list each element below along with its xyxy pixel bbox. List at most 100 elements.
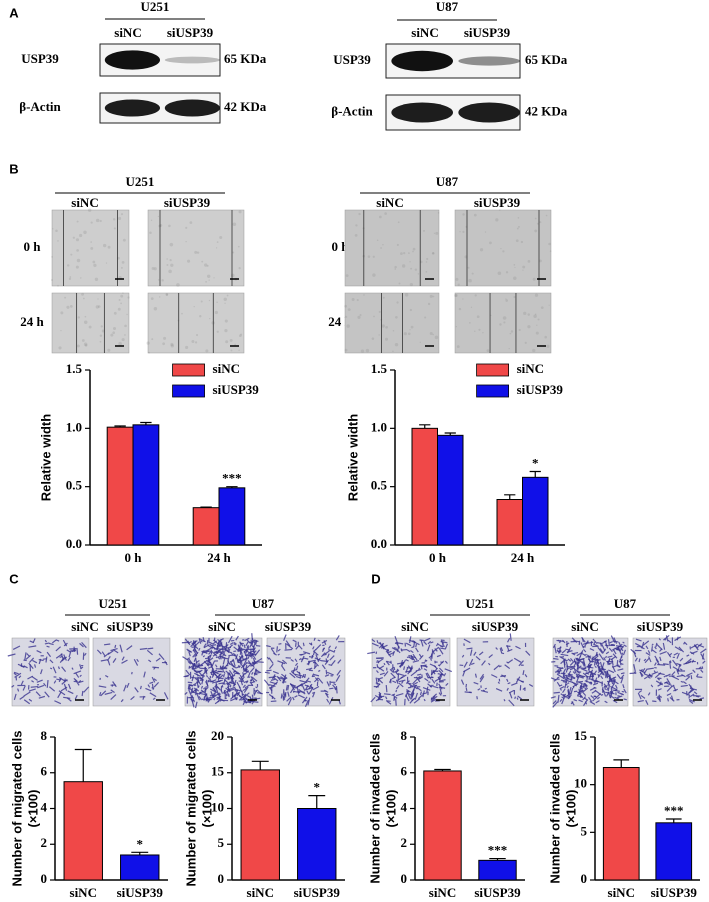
cell — [106, 656, 111, 662]
texture — [224, 319, 228, 323]
cell — [651, 643, 654, 646]
cell — [201, 651, 204, 656]
cell — [212, 692, 220, 698]
cell — [418, 653, 422, 658]
cell — [251, 652, 253, 659]
cell — [576, 692, 582, 696]
cell — [566, 685, 569, 689]
cell — [219, 638, 224, 641]
cell — [491, 674, 498, 679]
texture — [384, 212, 387, 215]
cell — [622, 649, 627, 656]
cell — [583, 666, 587, 670]
cell — [235, 665, 241, 669]
cell — [567, 682, 570, 685]
error-bar — [419, 424, 431, 429]
texture — [214, 310, 218, 315]
texture — [423, 229, 425, 232]
texture — [502, 316, 507, 320]
cell — [214, 700, 220, 705]
cell — [567, 658, 572, 662]
texture — [110, 333, 114, 337]
cell — [405, 659, 409, 662]
texture — [363, 294, 365, 296]
cell — [104, 674, 109, 678]
cell — [148, 659, 152, 663]
bar — [240, 769, 280, 881]
y-axis-label-unit: (×100) — [25, 790, 40, 828]
bar — [120, 854, 160, 881]
cell — [488, 662, 491, 666]
cell — [430, 698, 437, 703]
cell — [423, 641, 428, 646]
cell — [607, 691, 611, 698]
cell-line-label: U87 — [252, 596, 275, 611]
cell — [370, 696, 376, 703]
texture — [69, 305, 73, 308]
cell — [396, 643, 401, 649]
texture — [522, 269, 524, 271]
cell — [67, 656, 71, 662]
cell — [584, 680, 593, 685]
cell — [186, 648, 193, 653]
cell — [506, 645, 511, 647]
texture — [407, 332, 411, 336]
cell — [433, 667, 438, 674]
cell — [228, 681, 237, 686]
cell — [270, 648, 276, 655]
y-tick-label: 0 — [41, 871, 48, 886]
y-axis-label: Number of migrated cells — [183, 730, 198, 886]
cell — [609, 690, 615, 695]
texture — [166, 263, 169, 266]
cell — [225, 687, 229, 691]
texture — [76, 258, 81, 263]
cell — [657, 688, 662, 691]
cell — [676, 662, 682, 666]
texture — [539, 221, 542, 224]
cell — [564, 678, 569, 682]
cell — [110, 647, 118, 652]
blot-band — [104, 50, 160, 70]
cell — [201, 669, 209, 676]
cell — [605, 651, 610, 655]
texture — [57, 240, 59, 242]
cell — [216, 642, 222, 650]
cell — [590, 695, 595, 699]
cell — [284, 648, 293, 651]
cell — [188, 641, 192, 644]
cell — [101, 651, 106, 657]
cell — [277, 648, 281, 652]
cell — [28, 698, 33, 702]
cell — [557, 646, 562, 650]
cell — [611, 665, 616, 673]
cell — [507, 659, 514, 664]
cell — [312, 685, 320, 691]
texture — [479, 248, 484, 252]
cell — [594, 692, 602, 700]
cell — [219, 651, 227, 657]
cell — [577, 689, 584, 694]
cell — [254, 657, 263, 664]
cell — [32, 638, 36, 643]
cell — [479, 675, 485, 683]
texture — [385, 325, 388, 329]
cell — [290, 658, 294, 662]
cell — [623, 698, 627, 701]
texture — [467, 266, 470, 269]
texture — [382, 296, 385, 299]
texture — [77, 316, 80, 319]
cell — [595, 700, 600, 704]
cell — [437, 664, 441, 667]
texture — [207, 274, 211, 278]
cell — [685, 676, 690, 681]
cell — [375, 677, 378, 685]
texture — [518, 225, 520, 228]
cell — [573, 668, 577, 674]
cell — [620, 672, 625, 675]
texture — [215, 247, 218, 249]
cell — [642, 640, 650, 646]
cell — [114, 644, 117, 649]
cell — [307, 697, 311, 706]
x-tick-label: 24 h — [207, 550, 231, 565]
